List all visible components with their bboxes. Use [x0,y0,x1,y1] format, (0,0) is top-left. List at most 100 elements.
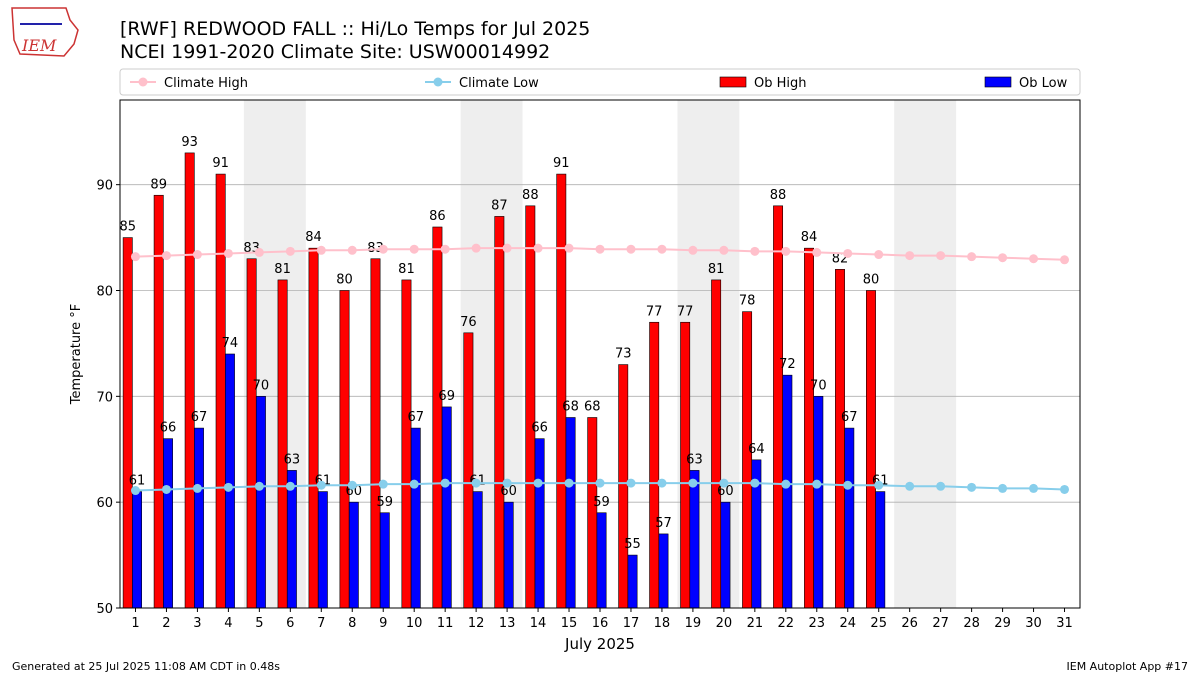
x-tick-label: 27 [932,616,949,631]
bar [463,332,474,609]
x-tick-label: 4 [224,616,232,631]
bar [132,491,142,609]
marker [1029,483,1039,493]
legend-marker [138,77,148,87]
value-label: 63 [686,452,703,467]
marker [1060,484,1070,494]
footer-left: Generated at 25 Jul 2025 11:08 AM CDT in… [12,660,280,673]
marker [812,479,822,489]
x-tick-label: 12 [468,616,485,631]
bar [875,491,886,609]
value-label: 74 [222,336,239,351]
legend-marker [433,77,443,87]
value-label: 70 [810,378,827,393]
marker [905,251,915,261]
bar [122,237,133,609]
marker [595,478,605,488]
y-tick-label: 60 [96,496,113,511]
marker [750,478,760,488]
bar [844,427,855,609]
legend-label: Ob High [754,76,807,91]
x-tick-label: 19 [685,616,702,631]
value-label: 84 [801,230,818,245]
value-label: 76 [460,315,477,330]
bar [804,247,814,609]
bar [534,438,545,609]
marker [564,243,574,253]
value-label: 72 [779,357,796,372]
bar [246,258,257,609]
marker [657,478,667,488]
value-label: 87 [491,198,508,213]
value-label: 80 [336,273,353,288]
x-tick-label: 31 [1056,616,1073,631]
marker [502,243,512,253]
x-tick-label: 28 [963,616,980,631]
x-tick-label: 5 [255,616,263,631]
marker [378,479,388,489]
bar [215,173,226,609]
marker [471,243,481,253]
marker [161,484,171,494]
bar [813,396,824,609]
value-label: 67 [841,410,858,425]
x-tick-label: 7 [317,616,325,631]
bar [618,364,629,609]
chart-title: [RWF] REDWOOD FALL :: Hi/Lo Temps for Ju… [120,18,590,40]
marker [471,478,481,488]
x-tick-label: 29 [994,616,1011,631]
marker [409,244,419,254]
value-label: 85 [119,220,136,235]
value-label: 81 [708,262,725,277]
x-tick-label: 17 [623,616,640,631]
bar [689,470,700,609]
value-label: 67 [407,410,424,425]
x-tick-label: 1 [131,616,139,631]
marker [874,480,884,490]
marker [440,478,450,488]
bar [658,533,669,609]
value-label: 70 [253,378,270,393]
y-tick-label: 80 [96,285,113,300]
bar [587,417,598,609]
x-tick-label: 9 [379,616,387,631]
marker [688,478,698,488]
bar [565,417,576,609]
marker [285,481,295,491]
x-tick-label: 26 [901,616,918,631]
footer-right: IEM Autoplot App #17 [1067,660,1189,673]
value-label: 91 [553,156,570,171]
marker [595,244,605,254]
marker [223,482,233,492]
logo-outline [11,7,79,57]
x-tick-label: 24 [839,616,856,631]
marker [1029,254,1039,264]
bar [224,353,235,609]
value-label: 66 [531,421,548,436]
marker [533,478,543,488]
marker [998,253,1008,263]
value-label: 83 [367,241,384,256]
bar [348,501,359,609]
bar [308,247,319,609]
marker [688,245,698,255]
weekend-shade [894,100,957,608]
y-axis-label: Temperature °F [69,304,84,405]
bar [782,374,793,609]
marker [316,480,326,490]
y-tick-label: 50 [96,602,113,617]
legend-label: Climate Low [459,76,539,91]
x-tick-label: 21 [747,616,764,631]
x-tick-label: 30 [1025,616,1042,631]
marker [812,247,822,257]
marker [254,481,264,491]
marker [192,483,202,493]
bar [773,205,784,609]
marker [254,247,264,257]
value-label: 66 [160,421,177,436]
chart-subtitle: NCEI 1991-2020 Climate Site: USW00014992 [120,41,550,63]
bar [163,438,173,609]
y-tick-label: 90 [96,179,113,194]
value-label: 84 [305,230,322,245]
x-tick-label: 10 [406,616,423,631]
